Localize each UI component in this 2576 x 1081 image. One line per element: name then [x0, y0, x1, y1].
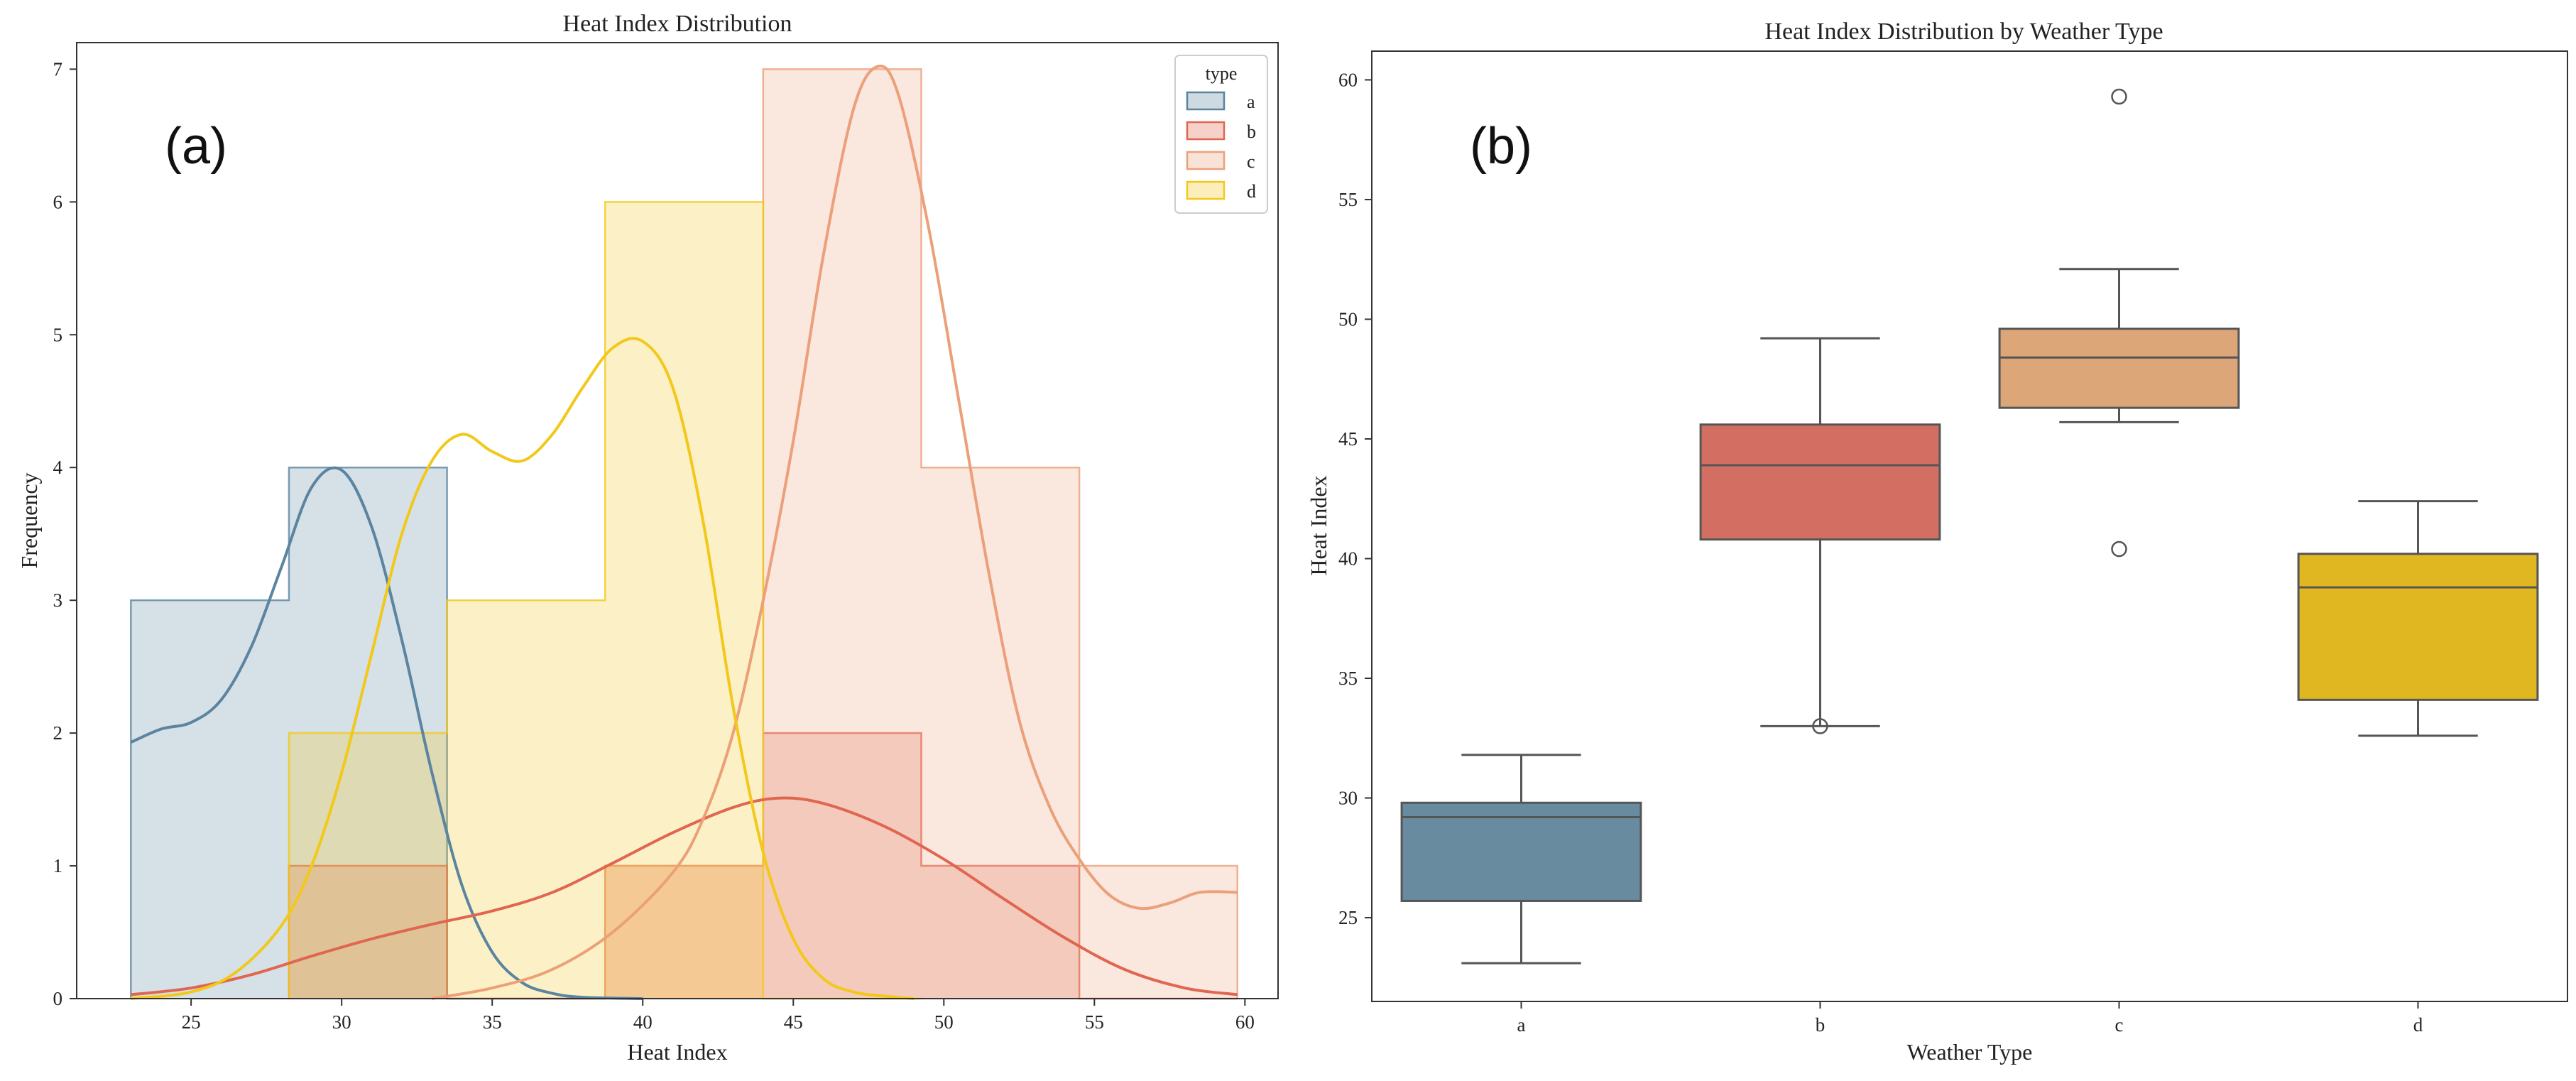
outlier-point: [2111, 88, 2127, 105]
chart-b-y-ticks: 25 30 35 40 45 50 55 60: [1338, 69, 1372, 928]
x-tick-label: 45: [784, 1011, 803, 1033]
bar-d-2: [447, 600, 606, 999]
bar-b-4: [763, 733, 922, 999]
legend-swatch-b: [1186, 121, 1226, 141]
bar-a-0: [131, 600, 289, 999]
y-tick-label: 7: [53, 58, 63, 80]
chart-a-x-ticks: 25 30 35 40 45 50 55 60: [182, 999, 1255, 1033]
series-d-bars: [288, 201, 922, 1000]
bar-b-3: [605, 866, 763, 999]
legend-label-a: a: [1247, 92, 1255, 112]
bar-b-1: [288, 866, 447, 999]
chart-a-y-ticks: 0 1 2 3 4 5 6 7: [53, 58, 77, 1009]
panel-a-label: (a): [165, 118, 227, 175]
legend-frame: [1174, 55, 1268, 214]
panel-b-label: (b): [1470, 118, 1532, 175]
box-b: [1699, 337, 1941, 734]
series-c-bars: [604, 68, 1238, 999]
legend-label-c: c: [1247, 151, 1255, 172]
y-tick-label: 45: [1338, 428, 1358, 450]
chart-a-frame: [76, 42, 1279, 999]
x-tick-label: b: [1816, 1014, 1825, 1036]
chart-a-y-label: Frequency: [16, 472, 42, 568]
chart-b-frame: [1371, 50, 2568, 1002]
x-tick-label: c: [2115, 1014, 2124, 1036]
box-d: [2297, 500, 2539, 737]
kde-curve-b: [131, 796, 1238, 996]
y-tick-label: 30: [1338, 788, 1358, 809]
box-c: [1998, 88, 2240, 558]
bar-d-3: [605, 202, 763, 999]
y-tick-label: 60: [1338, 69, 1358, 90]
box-a: [1400, 754, 1642, 965]
histogram-panel: Heat Index Distribution 25 30 35 40 45 50 55 60…: [16, 11, 1279, 1065]
x-tick-label: 25: [182, 1011, 201, 1033]
kde-curve-a: [130, 466, 643, 1000]
y-tick-label: 3: [53, 590, 63, 611]
kde-curve-d: [131, 337, 915, 1000]
y-tick-label: 40: [1338, 548, 1358, 569]
boxplot-plot-area: [1400, 88, 2539, 965]
y-tick-label: 4: [53, 457, 63, 478]
x-tick-label: 40: [633, 1011, 653, 1033]
y-tick-label: 1: [53, 855, 63, 876]
outlier-point: [2111, 540, 2127, 558]
y-tick-label: 6: [53, 191, 63, 212]
x-tick-label: d: [2413, 1014, 2423, 1036]
box-body: [1699, 423, 1941, 541]
y-tick-label: 50: [1338, 308, 1358, 330]
chart-a-title: Heat Index Distribution: [563, 11, 792, 37]
bar-c-3: [605, 866, 763, 999]
box-body: [2297, 553, 2539, 701]
chart-a-x-label: Heat Index: [627, 1039, 727, 1065]
x-tick-label: 50: [934, 1011, 954, 1033]
legend-swatch-a: [1186, 91, 1226, 111]
x-tick-label: 60: [1235, 1011, 1255, 1033]
x-tick-label: 30: [332, 1011, 351, 1033]
bar-c-4: [763, 69, 922, 999]
x-tick-label: 35: [483, 1011, 502, 1033]
y-tick-label: 55: [1338, 189, 1358, 210]
legend-swatch-c: [1186, 151, 1226, 170]
box-body: [1400, 801, 1642, 902]
legend-label-b: b: [1247, 121, 1256, 142]
boxplot-panel: Heat Index Distribution by Weather Type …: [1306, 18, 2568, 1065]
box-body: [1998, 327, 2240, 409]
outlier-point: [1812, 718, 1828, 734]
chart-b-y-label: Heat Index: [1306, 475, 1331, 575]
legend-label-d: d: [1247, 181, 1256, 202]
y-tick-label: 2: [53, 722, 63, 744]
x-tick-label: a: [1517, 1014, 1526, 1036]
y-tick-label: 5: [53, 324, 63, 345]
chart-b-x-ticks: a b c d: [1517, 1001, 2423, 1036]
y-tick-label: 0: [53, 988, 63, 1009]
bar-c-6: [1079, 866, 1238, 999]
series-b-bars: [288, 732, 1238, 1000]
chart-b-x-label: Weather Type: [1907, 1039, 2033, 1065]
y-tick-label: 25: [1338, 907, 1358, 928]
x-tick-label: 55: [1085, 1011, 1104, 1033]
kde-curve-c: [432, 64, 1238, 1000]
y-tick-label: 35: [1338, 668, 1358, 689]
bar-outline-c: [604, 68, 1238, 999]
legend-title: type: [1206, 63, 1238, 84]
histogram-plot-area: [130, 64, 1238, 1000]
legend-swatch-d: [1186, 180, 1226, 200]
chart-b-title: Heat Index Distribution by Weather Type: [1764, 18, 2163, 45]
bar-c-5: [921, 467, 1080, 999]
